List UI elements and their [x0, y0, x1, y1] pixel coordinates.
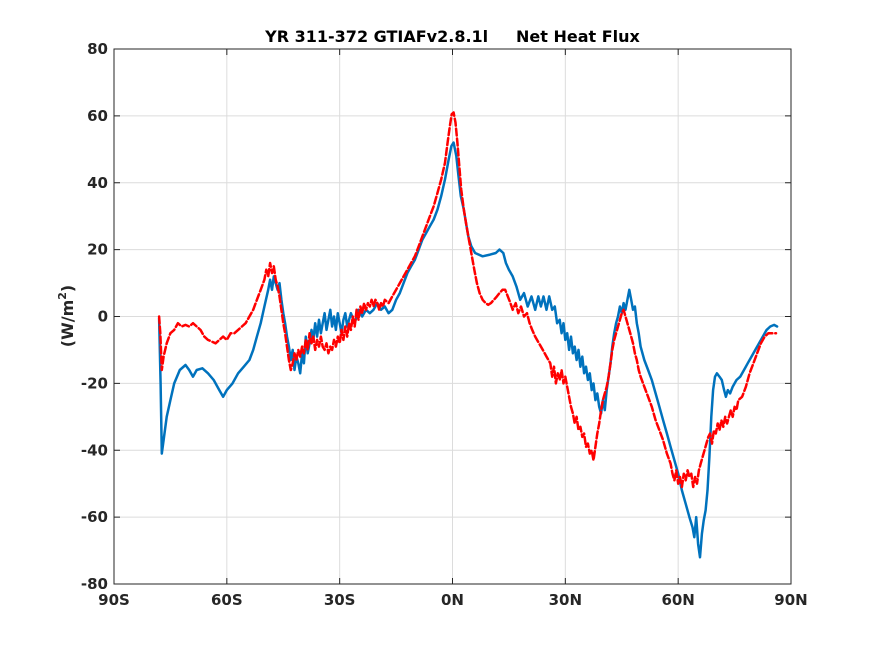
y-tick-label: 40 — [87, 174, 108, 192]
x-tick-label: 0N — [441, 591, 464, 609]
y-tick-label: -20 — [81, 374, 108, 392]
y-tick-label: 20 — [87, 241, 108, 259]
y-axis-label-text: (W/m — [58, 300, 77, 347]
x-tick-label: 30S — [324, 591, 356, 609]
x-tick-label: 60S — [211, 591, 243, 609]
y-axis-label: (W/m2) — [56, 285, 77, 347]
y-tick-label: 80 — [87, 40, 108, 58]
y-tick-label: -60 — [81, 508, 108, 526]
series-line-dashed — [157, 111, 778, 489]
x-tick-label: 90S — [98, 591, 130, 609]
y-axis-label-close: ) — [58, 285, 77, 292]
y-tick-label: -80 — [81, 575, 108, 593]
tick-marks — [113, 48, 792, 585]
x-tick-label: 30N — [549, 591, 582, 609]
y-tick-label: -40 — [81, 441, 108, 459]
x-tick-label: 60N — [661, 591, 694, 609]
x-tick-label: 90N — [774, 591, 807, 609]
x-tick-labels: 90S 60S 30S 0N 30N 60N 90N — [98, 591, 808, 609]
y-tick-label: 0 — [98, 308, 108, 326]
y-axis-label-superscript: 2 — [56, 292, 69, 300]
chart-title: YR 311-372 GTIAFv2.8.1l Net Heat Flux — [264, 27, 640, 46]
series-layer — [157, 111, 779, 559]
y-tick-label: 60 — [87, 107, 108, 125]
y-tick-labels: -80 -60 -40 -20 0 20 40 60 80 — [81, 40, 108, 593]
